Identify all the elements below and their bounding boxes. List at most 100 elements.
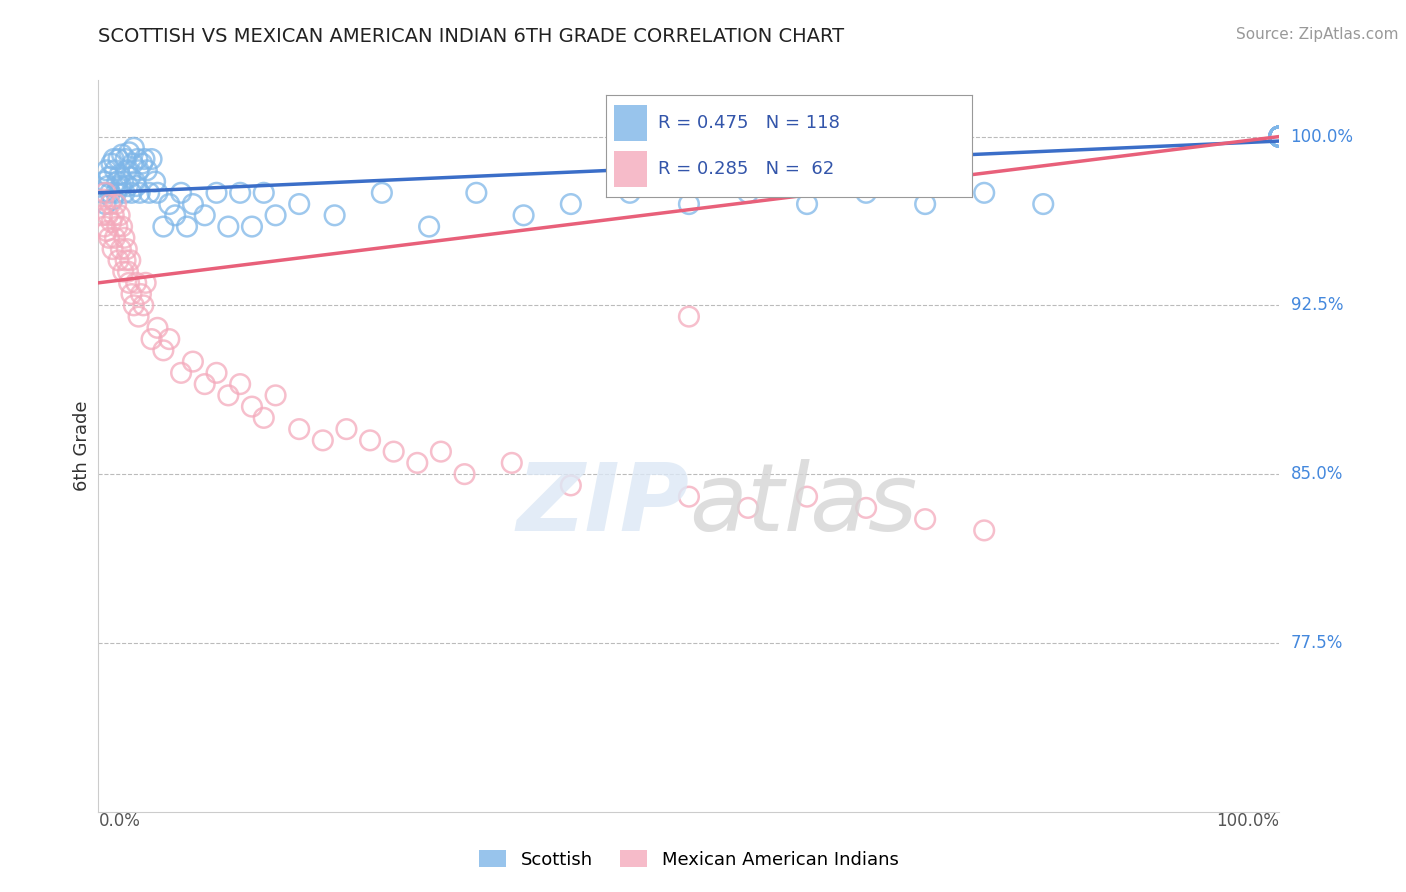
Point [1268,129,1291,144]
Point [105,197,128,211]
Point [1268,129,1291,144]
Point [103,208,125,222]
Point [1268,129,1291,144]
Point [91,193,114,207]
Point [253,186,276,200]
Point [112,231,135,245]
Point [121,287,143,301]
Point [914,512,936,526]
Point [135,163,157,178]
Point [118,145,141,160]
Point [359,434,381,448]
Point [1268,129,1291,144]
Point [1268,129,1291,144]
Point [205,366,228,380]
Point [114,152,136,166]
Point [501,456,523,470]
Point [1268,129,1291,144]
Point [1032,197,1054,211]
Point [1268,129,1291,144]
Point [122,298,145,312]
Point [796,490,818,504]
Point [165,208,187,222]
Point [117,264,139,278]
Point [1268,129,1291,144]
Point [129,287,152,301]
Point [1268,129,1291,144]
Point [855,186,877,200]
Point [1268,129,1291,144]
Point [141,332,163,346]
Point [678,490,700,504]
Point [146,186,169,200]
Point [107,152,129,166]
Point [240,219,263,234]
Point [1268,129,1291,144]
Point [98,186,121,200]
Point [229,377,252,392]
Point [127,152,149,166]
Y-axis label: 6th Grade: 6th Grade [73,401,91,491]
Point [1268,129,1291,144]
Point [108,208,131,222]
Text: 100.0%: 100.0% [1291,128,1354,145]
Point [465,186,488,200]
Point [115,163,138,178]
Point [104,231,127,245]
Point [122,141,145,155]
Point [181,354,204,368]
Point [112,186,135,200]
Point [111,147,134,161]
Point [132,298,155,312]
Point [1268,129,1291,144]
Point [1268,129,1291,144]
Point [1268,129,1291,144]
Point [217,388,239,402]
Text: atlas: atlas [689,459,917,550]
Point [98,169,121,184]
Point [101,242,124,256]
Point [512,208,534,222]
Point [111,219,134,234]
Point [406,456,429,470]
Point [288,422,311,436]
Point [128,163,150,178]
Point [430,444,453,458]
Point [94,186,117,200]
Point [117,179,139,194]
Point [1268,129,1291,144]
Point [143,175,166,189]
Text: Source: ZipAtlas.com: Source: ZipAtlas.com [1236,27,1399,42]
Point [152,343,174,358]
Point [100,215,122,229]
Point [1268,129,1291,144]
Point [1268,129,1291,144]
Point [120,253,142,268]
Point [194,208,217,222]
Point [264,208,287,222]
Point [1268,129,1291,144]
Point [1268,129,1291,144]
Point [371,186,394,200]
Point [1268,129,1291,144]
Point [103,152,125,166]
Point [96,163,118,178]
Point [91,186,114,200]
Point [678,310,700,324]
Point [1268,129,1291,144]
Point [105,186,128,200]
Point [335,422,357,436]
Text: ZIP: ZIP [516,458,689,550]
Point [1268,129,1291,144]
Point [176,219,198,234]
Point [1268,129,1291,144]
Legend: Scottish, Mexican American Indians: Scottish, Mexican American Indians [472,843,905,876]
Text: 0.0%: 0.0% [98,812,141,830]
Point [973,524,995,538]
Point [107,253,129,268]
Point [973,186,995,200]
Point [1268,129,1291,144]
Point [112,175,135,189]
Point [105,219,128,234]
Point [1268,129,1291,144]
